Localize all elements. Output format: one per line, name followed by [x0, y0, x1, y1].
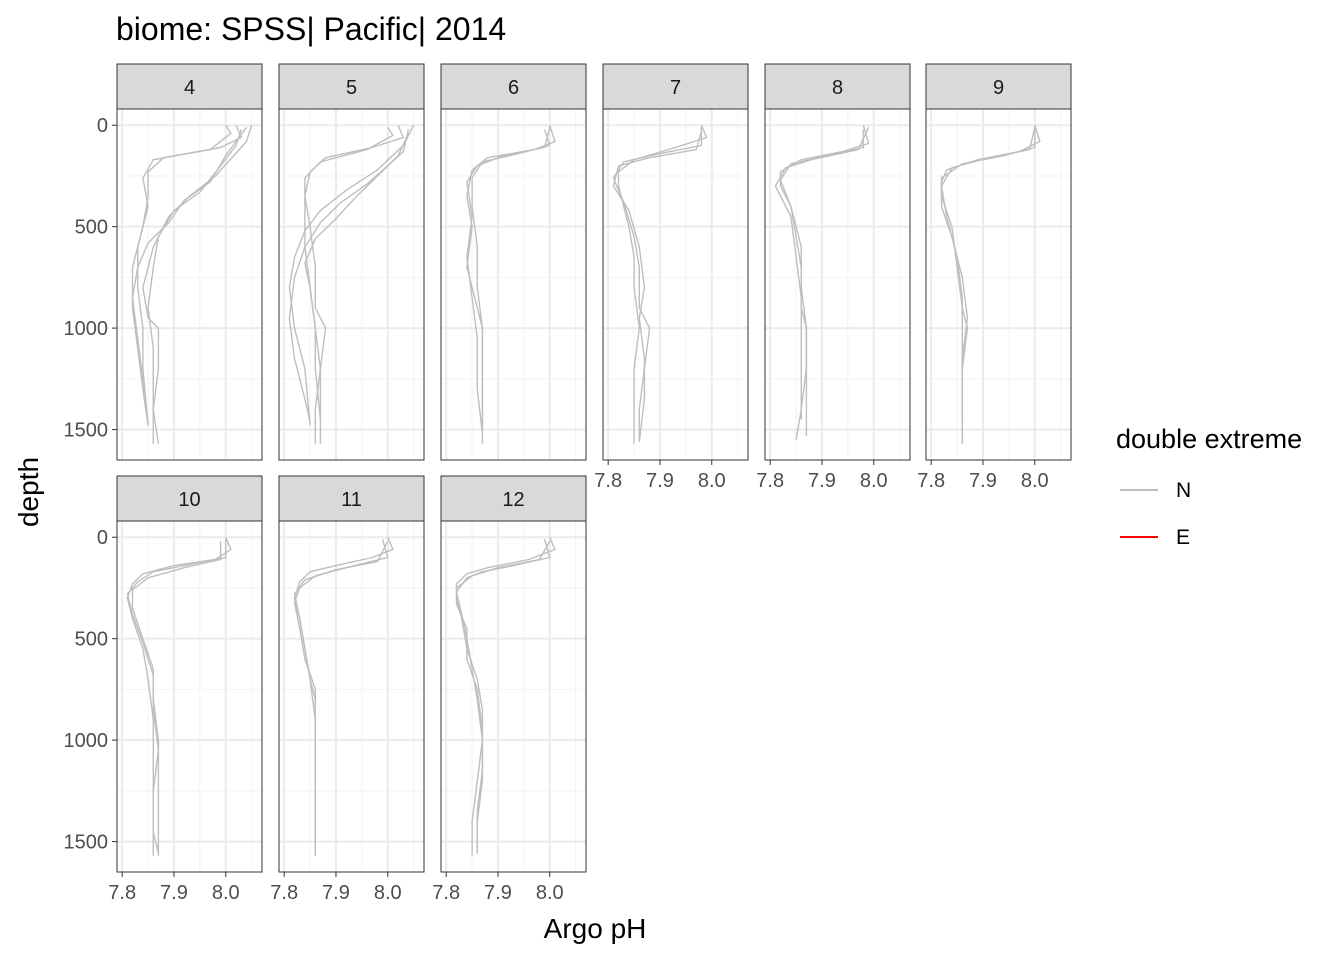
- x-tick-label: 8.0: [1021, 470, 1049, 492]
- facet-strip: [278, 475, 425, 522]
- x-tick-label: 8.0: [374, 882, 402, 904]
- profile-line: [304, 133, 410, 444]
- x-tick-label: 8.0: [698, 470, 726, 492]
- facet-strip: [116, 475, 263, 522]
- profile-line: [612, 131, 703, 442]
- legend-title: double extreme: [1116, 424, 1302, 454]
- y-tick-label: 500: [75, 629, 108, 651]
- panel-background: [117, 521, 262, 872]
- facet-strip: [440, 63, 587, 110]
- panel-background: [926, 109, 1071, 460]
- x-tick-label: 7.9: [969, 470, 997, 492]
- facet-strip-label: 7: [670, 77, 681, 99]
- profile-line: [940, 127, 1036, 420]
- profile-line: [126, 539, 227, 854]
- facet-strip-label: 8: [832, 77, 843, 99]
- y-tick-label: 1500: [64, 832, 109, 854]
- profile-line: [131, 541, 222, 856]
- x-tick-label: 7.8: [756, 470, 784, 492]
- y-tick-label: 1000: [64, 318, 109, 340]
- x-tick-label: 7.8: [917, 470, 945, 492]
- y-tick-label: 0: [97, 115, 108, 137]
- facet-strip: [602, 63, 749, 110]
- profile-line: [293, 540, 389, 842]
- panel-background: [441, 109, 586, 460]
- profile-line: [131, 124, 242, 426]
- profile-line: [455, 540, 551, 852]
- x-tick-label: 7.8: [432, 882, 460, 904]
- panel-background: [279, 521, 424, 872]
- profile-line: [131, 126, 248, 424]
- y-tick-label: 500: [75, 217, 108, 239]
- chart-title: biome: SPSS| Pacific| 2014: [116, 11, 506, 47]
- profile-line: [779, 129, 865, 436]
- panel-border: [602, 108, 749, 461]
- panel-background: [603, 109, 748, 460]
- x-tick-label: 7.9: [322, 882, 350, 904]
- legend-label-n: N: [1176, 479, 1191, 502]
- profile-line: [147, 129, 242, 444]
- panel-border: [925, 108, 1072, 461]
- facet-panel-8: 8 7.8 7.9 8.0: [756, 63, 911, 492]
- facet-strip: [925, 63, 1072, 110]
- panel-background: [765, 109, 910, 460]
- facet-panel-4: 4 0 500 1000 1500: [64, 63, 263, 461]
- facet-panel-12: 12 7.8 7.9 8.0: [432, 475, 587, 904]
- y-tick-label: 0: [97, 527, 108, 549]
- legend-label-e: E: [1176, 526, 1190, 549]
- facet-strip-label: 9: [993, 77, 1004, 99]
- panel-background: [279, 109, 424, 460]
- profile-line: [142, 124, 253, 444]
- panel-border: [764, 108, 911, 461]
- facet-panel-9: 9 7.8 7.9 8.0: [917, 63, 1072, 492]
- x-axis-title: Argo pH: [544, 913, 647, 944]
- facet-strip-label: 6: [508, 77, 519, 99]
- x-tick-label: 8.0: [536, 882, 564, 904]
- facet-panel-11: 11 7.8 7.9 8.0: [270, 475, 425, 904]
- facet-strip: [116, 63, 263, 110]
- facet-panel-5: 5: [278, 63, 425, 461]
- profile-line: [137, 124, 232, 426]
- facet-strip-label: 12: [502, 489, 524, 511]
- x-tick-label: 8.0: [212, 882, 240, 904]
- panel-border: [278, 108, 425, 461]
- facet-panel-10: 10 0 500 1000 1500 7.8 7.9 8.0: [64, 475, 263, 904]
- panel-background: [117, 109, 262, 460]
- x-tick-label: 7.9: [808, 470, 836, 492]
- panel-border: [440, 108, 587, 461]
- facet-strip: [278, 63, 425, 110]
- facet-strip-label: 11: [341, 489, 362, 511]
- x-tick-label: 7.9: [160, 882, 188, 904]
- panel-border: [278, 520, 425, 873]
- profile-line: [466, 127, 551, 434]
- x-tick-label: 7.8: [108, 882, 136, 904]
- profile-line: [617, 124, 708, 444]
- profile-line: [304, 126, 394, 420]
- y-tick-label: 1500: [64, 420, 109, 442]
- facet-panel-6: 6: [440, 63, 587, 461]
- profile-line: [455, 539, 551, 856]
- profile-line: [774, 127, 870, 420]
- facet-panel-7: 7 7.8 7.9 8.0: [594, 63, 749, 492]
- panel-background: [441, 521, 586, 872]
- x-tick-label: 7.9: [646, 470, 674, 492]
- x-tick-label: 7.9: [484, 882, 512, 904]
- facet-strip-label: 10: [178, 489, 200, 511]
- panel-border: [116, 108, 263, 461]
- facet-strip-label: 5: [346, 77, 357, 99]
- facet-strip: [764, 63, 911, 110]
- x-tick-label: 7.8: [270, 882, 298, 904]
- y-axis-title: depth: [13, 457, 44, 527]
- y-tick-label: 1000: [64, 730, 109, 752]
- legend: double extreme N E: [1116, 424, 1302, 549]
- x-tick-label: 7.8: [594, 470, 622, 492]
- panel-border: [440, 520, 587, 873]
- facet-strip: [440, 475, 587, 522]
- panel-border: [116, 520, 263, 873]
- x-tick-label: 8.0: [860, 470, 888, 492]
- facet-strip-label: 4: [184, 77, 195, 99]
